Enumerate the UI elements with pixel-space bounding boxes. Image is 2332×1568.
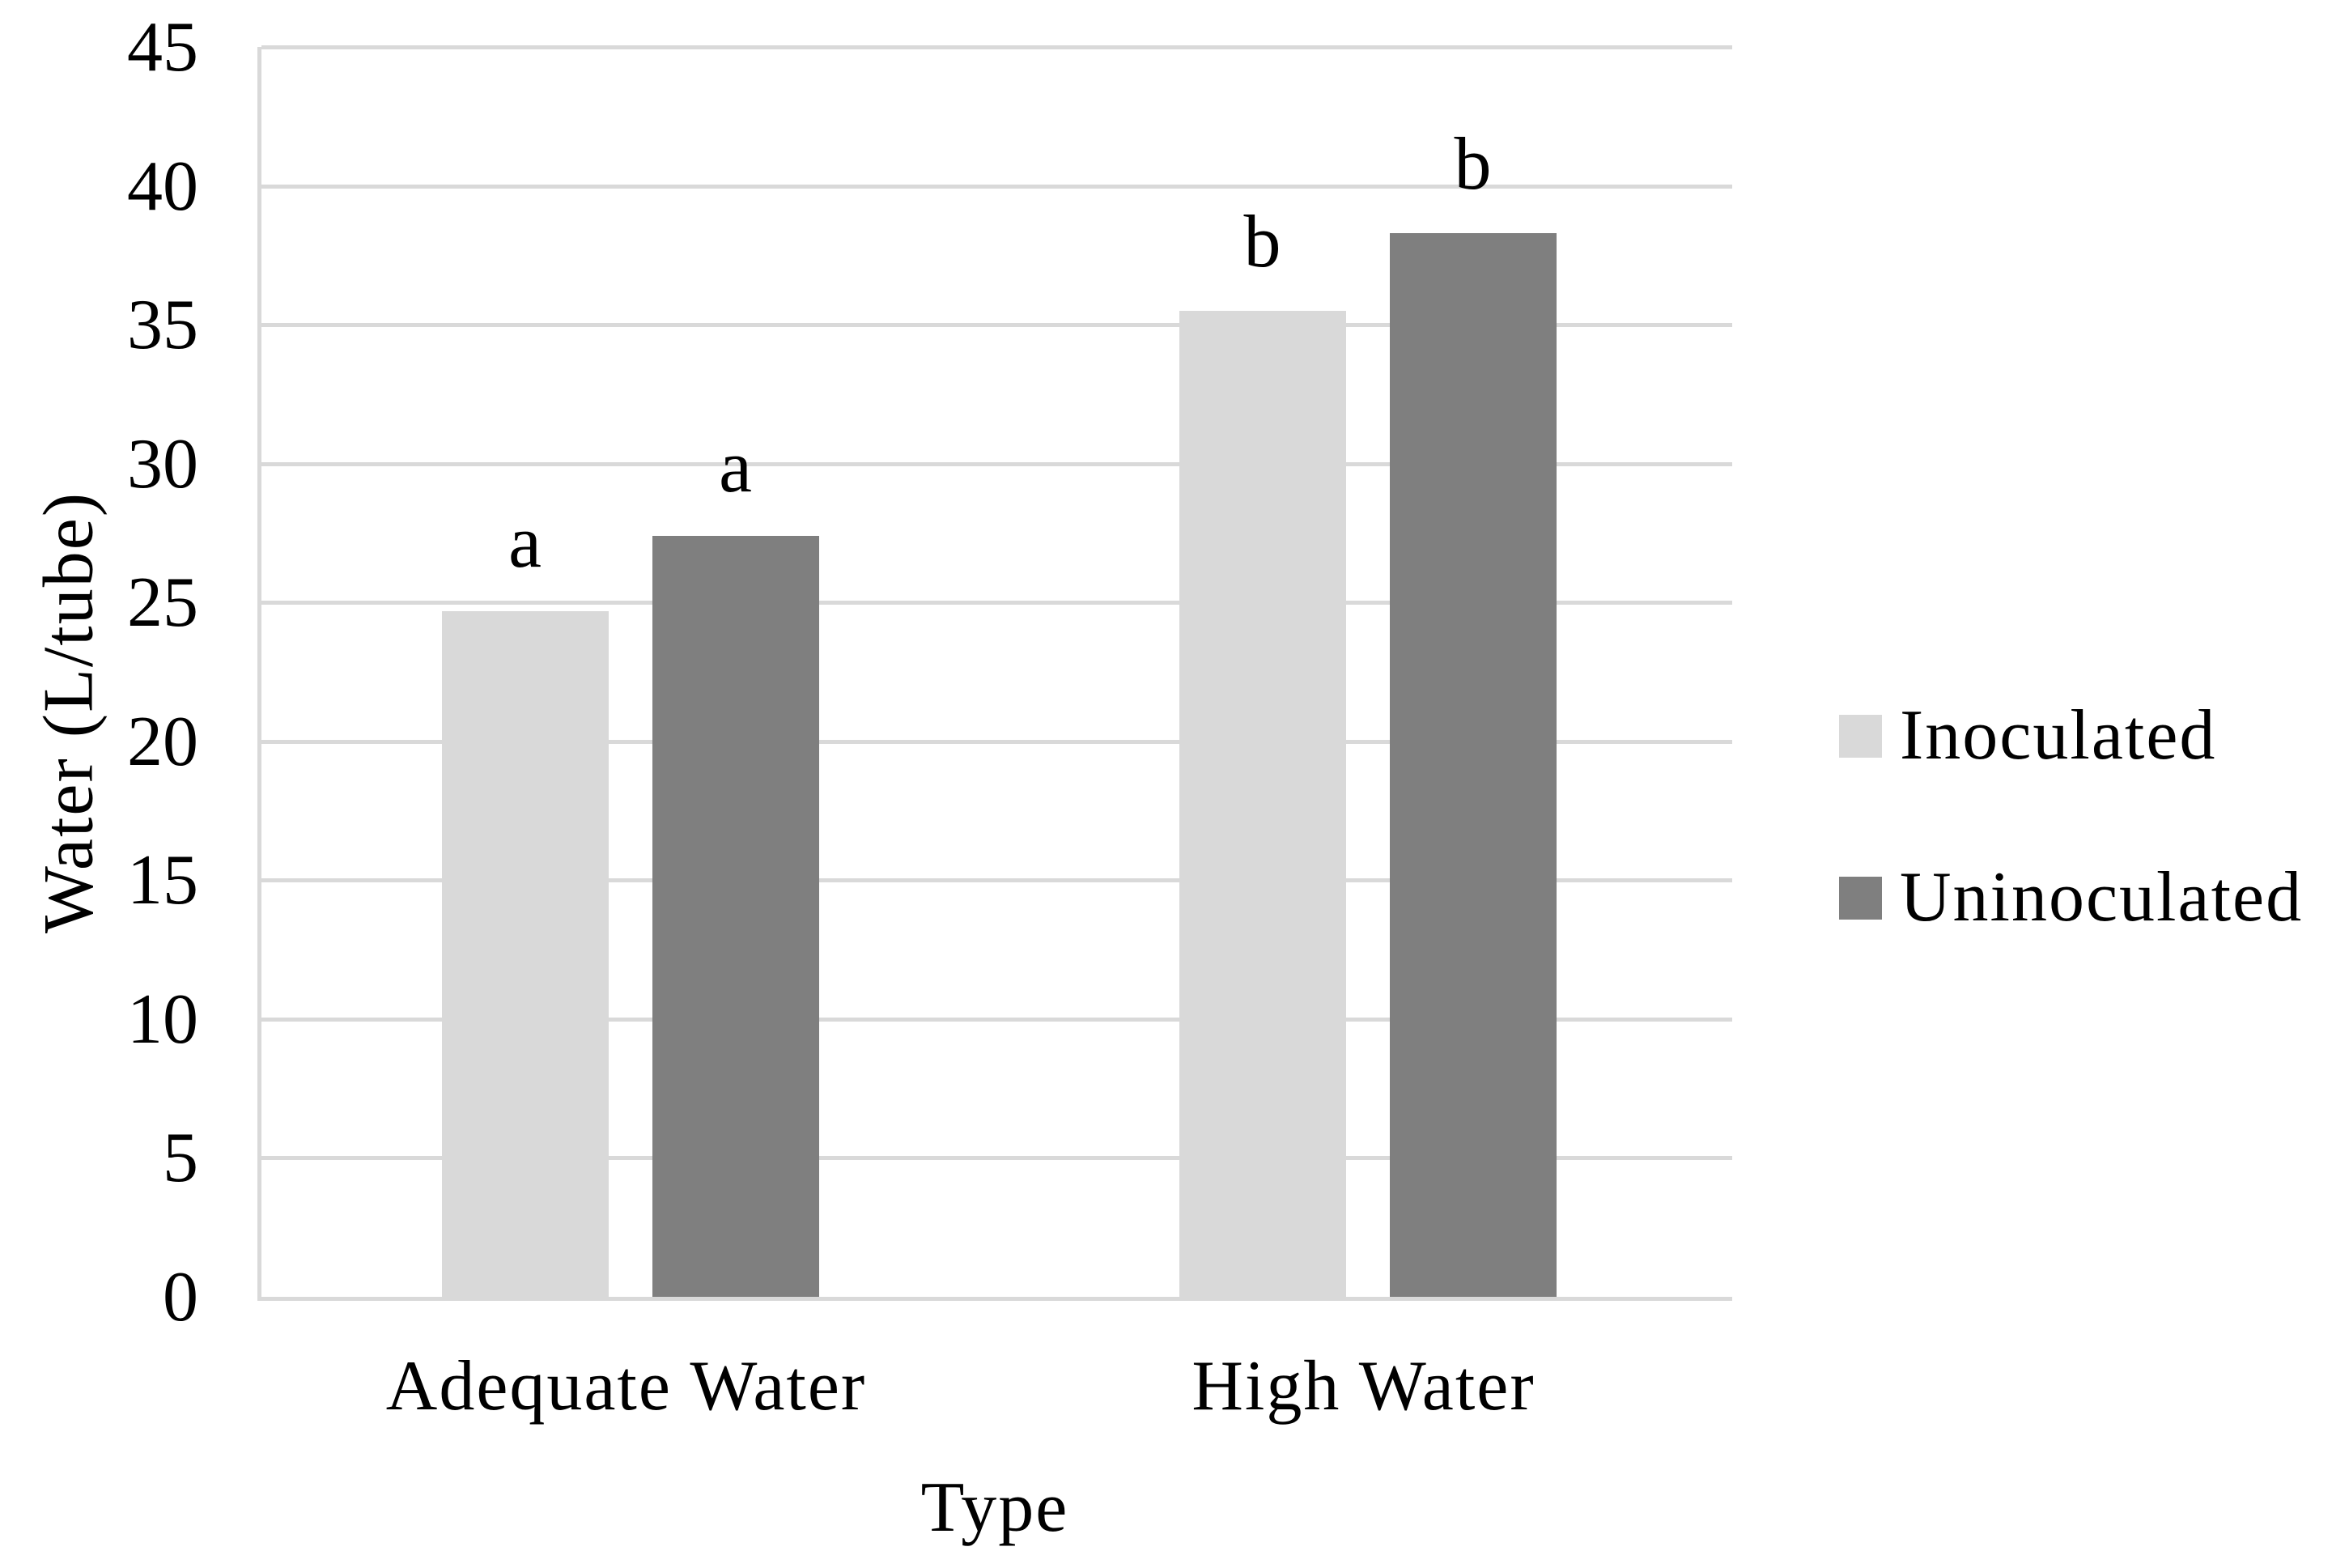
gridline-y-10 xyxy=(261,1017,1732,1022)
legend-label-uninoculated: Uninoculated xyxy=(1900,858,2304,937)
bar-adequate-water-inoculated xyxy=(441,610,609,1297)
x-category-label-high-water: High Water xyxy=(1191,1347,1536,1426)
gridline-y-25 xyxy=(261,601,1732,606)
bar-label-high-water-uninoculated: b xyxy=(1454,121,1492,205)
legend-item-uninoculated: Uninoculated xyxy=(1839,856,2303,940)
x-axis-title: Type xyxy=(920,1468,1069,1547)
y-tick-label-5: 5 xyxy=(163,1119,198,1198)
plot-area: a a b b xyxy=(257,45,1732,1301)
bar-high-water-inoculated xyxy=(1179,310,1346,1297)
gridline-y-20 xyxy=(261,739,1732,744)
y-tick-label-30: 30 xyxy=(127,424,198,504)
gridline-y-15 xyxy=(261,878,1732,883)
legend-label-inoculated: Inoculated xyxy=(1900,696,2217,775)
gridline-y-45 xyxy=(261,45,1732,49)
y-tick-label-20: 20 xyxy=(127,702,198,781)
legend: Inoculated Uninoculated xyxy=(1839,694,2303,940)
legend-item-inoculated: Inoculated xyxy=(1839,694,2303,778)
legend-swatch-uninoculated-icon xyxy=(1839,876,1882,920)
bar-label-adequate-water-uninoculated: a xyxy=(719,424,752,508)
bar-adequate-water-uninoculated xyxy=(652,535,819,1297)
bar-high-water-uninoculated xyxy=(1389,232,1557,1297)
bar-label-high-water-inoculated: b xyxy=(1243,199,1281,283)
y-tick-label-45: 45 xyxy=(127,8,198,87)
gridline-y-30 xyxy=(261,461,1732,466)
gridline-y-35 xyxy=(261,323,1732,328)
x-category-label-adequate-water: Adequate Water xyxy=(385,1347,867,1426)
y-tick-label-0: 0 xyxy=(163,1258,198,1336)
gridline-y-40 xyxy=(261,184,1732,189)
legend-swatch-inoculated-icon xyxy=(1839,714,1882,758)
y-tick-label-35: 35 xyxy=(127,286,198,365)
y-tick-label-25: 25 xyxy=(127,563,198,643)
y-tick-label-40: 40 xyxy=(127,147,198,226)
gridline-y-5 xyxy=(261,1156,1732,1161)
y-tick-label-15: 15 xyxy=(127,841,198,920)
bar-label-adequate-water-inoculated: a xyxy=(508,499,542,583)
y-tick-label-10: 10 xyxy=(127,979,198,1059)
